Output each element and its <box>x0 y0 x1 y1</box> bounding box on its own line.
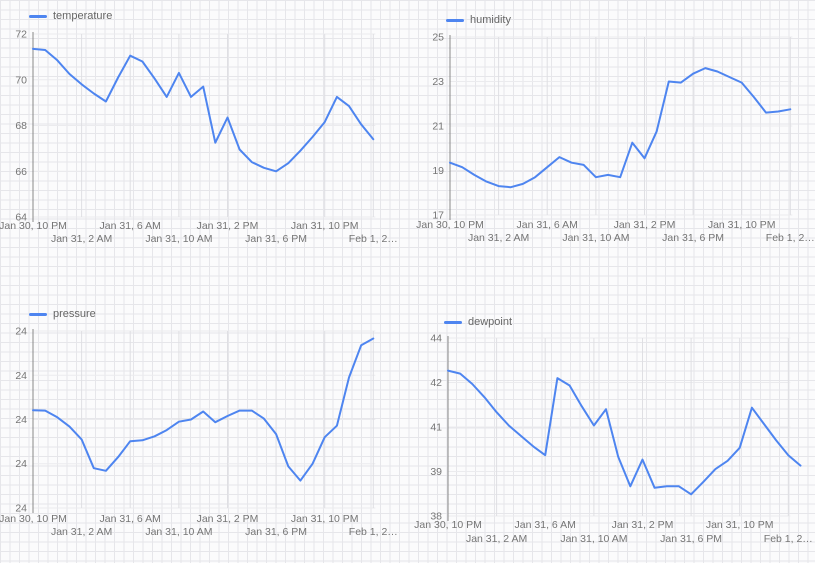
x-tick-label: Jan 30, 10 PM <box>0 220 67 232</box>
x-tick-label: Jan 31, 6 AM <box>100 513 161 525</box>
chart-humidity: humidity 25 23 21 19 17 Jan 30, 10 PM Jan 31, … <box>407 0 815 282</box>
y-tick-label: 68 <box>15 120 27 132</box>
x-tick-label: Jan 31, 6 PM <box>245 233 307 245</box>
x-tick-label: Jan 31, 6 PM <box>245 526 307 538</box>
x-tick-label: Feb 1, 2… <box>349 526 398 538</box>
chart-dewpoint: dewpoint 44 42 41 39 38 Jan 30, 10 PM Jan 31, … <box>407 281 815 563</box>
x-tick-label: Jan 30, 10 PM <box>0 513 67 525</box>
chart-temperature: temperature 72 70 68 66 64 Jan 30, 10 PM Jan 3… <box>0 0 408 282</box>
x-tick-label: Feb 1, 2… <box>764 533 813 545</box>
x-tick-label: Jan 31, 2 AM <box>51 526 112 538</box>
x-tick-label: Jan 31, 10 AM <box>145 526 212 538</box>
y-tick-label: 41 <box>430 422 442 434</box>
x-tick-label: Jan 30, 10 PM <box>414 519 482 531</box>
x-tick-label: Jan 31, 10 AM <box>145 233 212 245</box>
y-tick-label: 70 <box>15 74 27 86</box>
x-tick-label: Feb 1, 2… <box>349 233 398 245</box>
y-tick-label: 38 <box>430 511 442 523</box>
y-tick-label: 21 <box>432 121 444 133</box>
x-tick-label: Jan 31, 2 PM <box>197 220 259 232</box>
x-tick-label: Jan 31, 10 PM <box>708 219 776 231</box>
x-tick-label: Jan 31, 10 AM <box>560 533 627 545</box>
y-tick-label: 66 <box>15 166 27 178</box>
line-series-dewpoint <box>447 369 802 496</box>
legend-line-swatch <box>444 321 462 324</box>
legend-pressure: pressure <box>29 309 96 320</box>
legend-line-swatch <box>29 15 47 18</box>
x-tick-label: Jan 31, 10 PM <box>291 513 359 525</box>
y-tick-label: 17 <box>432 210 444 222</box>
x-tick-label: Jan 31, 2 PM <box>614 219 676 231</box>
x-tick-label: Jan 31, 6 AM <box>100 220 161 232</box>
x-tick-label: Jan 31, 2 AM <box>468 232 529 244</box>
x-tick-label: Jan 31, 2 AM <box>51 233 112 245</box>
y-tick-label: 25 <box>432 32 444 44</box>
y-tick-label: 44 <box>430 333 442 345</box>
x-tick-label: Jan 31, 10 AM <box>562 232 629 244</box>
legend-humidity: humidity <box>446 15 511 26</box>
line-series-temperature <box>32 47 375 173</box>
x-tick-label: Jan 31, 6 PM <box>660 533 722 545</box>
legend-label: pressure <box>53 308 96 320</box>
x-tick-label: Jan 31, 6 AM <box>517 219 578 231</box>
x-tick-label: Feb 1, 2… <box>766 232 815 244</box>
x-tick-label: Jan 31, 2 AM <box>466 533 527 545</box>
x-tick-label: Jan 31, 6 PM <box>662 232 724 244</box>
y-tick-label: 24 <box>15 458 27 470</box>
legend-line-swatch <box>446 19 464 22</box>
legend-label: temperature <box>53 10 113 22</box>
legend-line-swatch <box>29 313 47 316</box>
legend-label: dewpoint <box>468 316 513 328</box>
legend-label: humidity <box>470 14 511 26</box>
x-tick-label: Jan 31, 2 PM <box>612 519 674 531</box>
y-tick-label: 64 <box>15 212 27 224</box>
x-tick-label: Jan 31, 10 PM <box>706 519 774 531</box>
x-tick-label: Jan 30, 10 PM <box>416 219 484 231</box>
x-tick-label: Jan 31, 10 PM <box>291 220 359 232</box>
y-tick-label: 72 <box>15 29 27 41</box>
legend-temperature: temperature <box>29 11 112 22</box>
y-tick-label: 24 <box>15 326 27 338</box>
y-tick-label: 23 <box>432 76 444 88</box>
legend-dewpoint: dewpoint <box>444 317 512 328</box>
y-tick-label: 24 <box>15 414 27 426</box>
y-tick-label: 24 <box>15 503 27 515</box>
line-series-humidity <box>449 67 792 189</box>
line-series-pressure <box>32 337 375 482</box>
y-tick-label: 39 <box>430 466 442 478</box>
x-tick-label: Jan 31, 6 AM <box>515 519 576 531</box>
chart-pressure: pressure 24 24 24 24 24 Jan 30, 10 PM Jan 31, … <box>0 281 408 563</box>
y-tick-label: 42 <box>430 377 442 389</box>
y-tick-label: 24 <box>15 370 27 382</box>
y-tick-label: 19 <box>432 165 444 177</box>
x-tick-label: Jan 31, 2 PM <box>197 513 259 525</box>
